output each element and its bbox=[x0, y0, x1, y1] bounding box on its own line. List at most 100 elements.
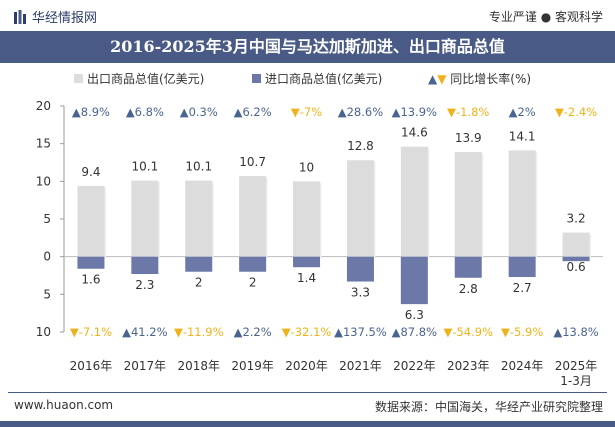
footer-divider bbox=[8, 392, 607, 393]
export-growth-label: ▲13.9% bbox=[392, 105, 437, 119]
export-value-label: 10.1 bbox=[185, 160, 212, 174]
import-value-label: 1.4 bbox=[297, 271, 316, 285]
export-value-label: 10.1 bbox=[131, 160, 158, 174]
export-growth-label: ▲0.3% bbox=[180, 105, 218, 119]
import-value-label: 1.6 bbox=[81, 273, 100, 287]
import-bar bbox=[293, 256, 321, 268]
import-value-label: 0.6 bbox=[567, 260, 586, 274]
import-growth-label: ▲41.2% bbox=[122, 325, 167, 339]
import-growth-label: ▼-32.1% bbox=[282, 325, 332, 339]
export-value-label: 14.6 bbox=[401, 126, 428, 140]
legend-growth-label: 同比增长率(%) bbox=[450, 72, 532, 86]
x-category-label: 2020年 bbox=[285, 359, 328, 373]
export-bar bbox=[562, 232, 590, 257]
y-tick-label: 10 bbox=[36, 325, 51, 339]
export-bar bbox=[454, 151, 482, 257]
chart-title: 2016-2025年3月中国与马达加斯加进、出口商品总值 bbox=[110, 37, 505, 56]
x-category-label: 2024年 bbox=[501, 359, 544, 373]
export-bar bbox=[77, 185, 105, 257]
y-tick-label: 5 bbox=[43, 212, 51, 226]
export-growth-label: ▲6.2% bbox=[234, 105, 272, 119]
import-bar bbox=[77, 256, 105, 269]
footer-source: 数据来源：中国海关，华经产业研究院整理 bbox=[374, 400, 603, 414]
y-tick-label: 0 bbox=[43, 250, 51, 264]
slogan: 专业严谨 ● 客观科学 bbox=[488, 10, 603, 24]
y-tick-label: 15 bbox=[36, 137, 51, 151]
title-bar bbox=[0, 31, 615, 63]
legend-import-label: 进口商品总值(亿美元) bbox=[265, 72, 383, 86]
import-bar bbox=[239, 256, 267, 272]
x-category-label: 2016年 bbox=[70, 359, 113, 373]
brand-logo-icon bbox=[14, 10, 26, 24]
legend-import: 进口商品总值(亿美元) bbox=[252, 70, 382, 87]
export-value-label: 9.4 bbox=[81, 165, 100, 179]
export-value-label: 10.7 bbox=[239, 155, 266, 169]
export-bar bbox=[346, 160, 374, 257]
import-bar bbox=[562, 256, 590, 262]
export-value-label: 3.2 bbox=[567, 212, 586, 226]
import-growth-label: ▲13.8% bbox=[553, 325, 598, 339]
y-tick-label: 10 bbox=[36, 174, 51, 188]
import-growth-label: ▲2.2% bbox=[234, 325, 272, 339]
import-growth-label: ▼-5.9% bbox=[501, 325, 543, 339]
x-category-label: 2021年 bbox=[339, 359, 382, 373]
bottom-bar bbox=[0, 421, 615, 427]
brand: 华经情报网 bbox=[14, 7, 97, 26]
legend-export-swatch bbox=[74, 74, 83, 83]
y-tick-label: 5 bbox=[43, 287, 51, 301]
import-bar bbox=[185, 256, 213, 272]
export-growth-label: ▲2% bbox=[509, 105, 536, 119]
import-value-label: 2.3 bbox=[135, 278, 154, 292]
legend: 出口商品总值(亿美元) 进口商品总值(亿美元) ▲▼ 同比增长率(%) bbox=[0, 70, 615, 90]
footer-url: www.huaon.com bbox=[14, 398, 114, 412]
import-value-label: 6.3 bbox=[405, 308, 424, 322]
legend-growth: ▲▼ 同比增长率(%) bbox=[428, 70, 531, 87]
export-value-label: 12.8 bbox=[347, 139, 374, 153]
x-category-label: 2018年 bbox=[177, 359, 220, 373]
x-category-label: 2017年 bbox=[124, 359, 167, 373]
import-bar bbox=[346, 256, 374, 282]
export-growth-label: ▼-1.8% bbox=[447, 105, 489, 119]
import-growth-label: ▼-11.9% bbox=[174, 325, 224, 339]
legend-export-label: 出口商品总值(亿美元) bbox=[87, 72, 205, 86]
import-bar bbox=[131, 256, 159, 274]
import-value-label: 3.3 bbox=[351, 286, 370, 300]
export-growth-label: ▲6.8% bbox=[126, 105, 164, 119]
import-value-label: 2 bbox=[249, 276, 257, 290]
export-growth-label: ▲8.9% bbox=[72, 105, 110, 119]
export-growth-label: ▼-2.4% bbox=[555, 105, 597, 119]
import-bar bbox=[508, 256, 536, 278]
import-value-label: 2 bbox=[195, 276, 203, 290]
export-bar bbox=[239, 176, 267, 257]
import-growth-label: ▲137.5% bbox=[334, 325, 387, 339]
export-growth-label: ▼-7% bbox=[291, 105, 322, 119]
x-category-label: 2022年 bbox=[393, 359, 436, 373]
legend-down-triangle-icon: ▼ bbox=[437, 72, 447, 86]
export-bar bbox=[293, 181, 321, 257]
export-value-label: 14.1 bbox=[509, 129, 536, 143]
x-category-label: 2019年 bbox=[231, 359, 274, 373]
import-growth-label: ▲87.8% bbox=[392, 325, 437, 339]
y-tick-label: 20 bbox=[36, 99, 51, 113]
x-category-label: 2023年 bbox=[447, 359, 490, 373]
top-bar: 华经情报网 专业严谨 ● 客观科学 bbox=[0, 0, 615, 31]
brand-name: 华经情报网 bbox=[32, 11, 98, 26]
export-bar bbox=[185, 180, 213, 257]
legend-up-triangle-icon: ▲ bbox=[428, 72, 438, 86]
import-value-label: 2.8 bbox=[459, 282, 478, 296]
import-growth-label: ▼-7.1% bbox=[70, 325, 112, 339]
export-growth-label: ▲28.6% bbox=[338, 105, 383, 119]
export-value-label: 10 bbox=[299, 160, 314, 174]
import-bar bbox=[454, 256, 482, 278]
export-value-label: 13.9 bbox=[455, 131, 482, 145]
chart-plot: 20 15 10 5 0 5 10 9.4 1.6 ▲8.9% ▼-7.1% 2016年 10.1 2.3… bbox=[36, 99, 603, 388]
x-category-label: 2025年 1-3月 bbox=[555, 359, 598, 388]
legend-import-swatch bbox=[252, 74, 261, 83]
import-value-label: 2.7 bbox=[513, 281, 532, 295]
import-bar bbox=[400, 256, 428, 305]
legend-export: 出口商品总值(亿美元) bbox=[74, 70, 204, 87]
export-bar bbox=[400, 146, 428, 257]
export-bar bbox=[508, 150, 536, 257]
import-growth-label: ▼-54.9% bbox=[443, 325, 493, 339]
export-bar bbox=[131, 180, 159, 257]
